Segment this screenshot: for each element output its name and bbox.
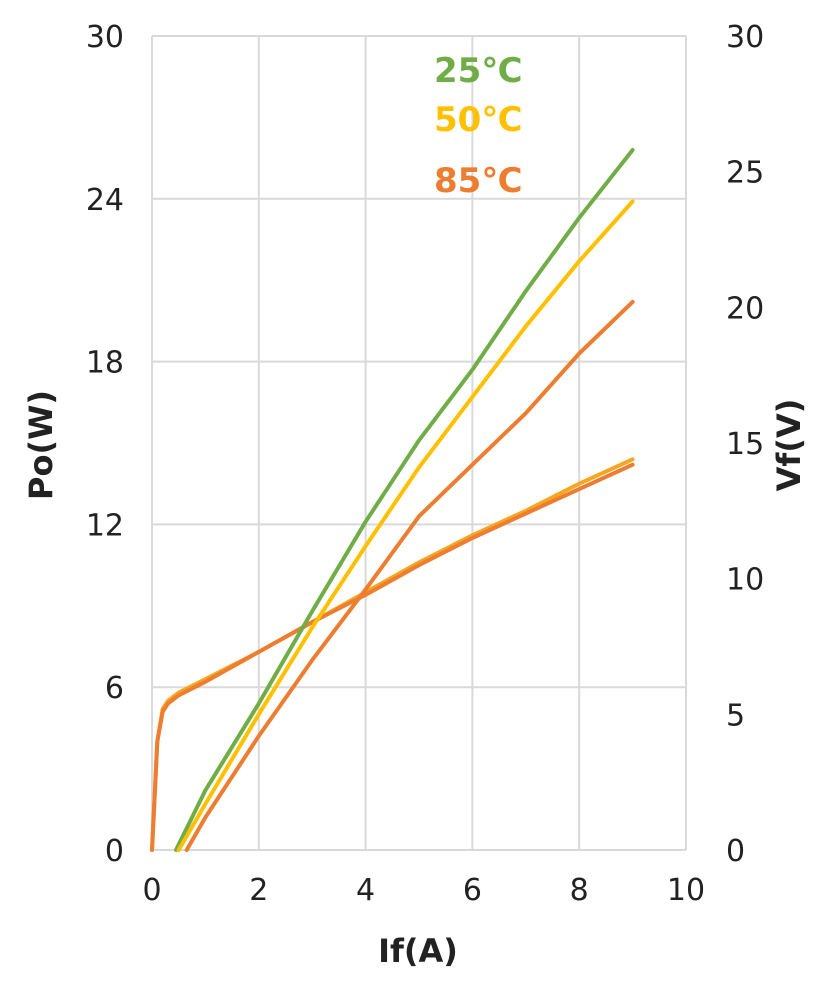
x-tick-label: 10: [667, 873, 705, 908]
legend-item-85c: 85℃: [434, 161, 523, 201]
x-tick-label: 6: [463, 873, 482, 908]
x-axis-title: If(A): [378, 932, 458, 970]
x-axis-ticks: 0 2 4 6 8 10: [142, 873, 705, 908]
y-tick-label: 6: [105, 671, 124, 706]
y-tick-label: 30: [86, 20, 124, 55]
y2-tick-label: 15: [726, 427, 764, 462]
x-tick-label: 2: [249, 873, 268, 908]
y2-tick-label: 5: [726, 698, 745, 733]
y2-tick-label: 25: [726, 156, 764, 191]
grid-lines: [151, 35, 687, 851]
y-tick-label: 0: [105, 834, 124, 869]
y2-axis-title: Vf(V): [770, 399, 808, 492]
legend-item-25c: 25℃: [434, 51, 523, 91]
y-tick-label: 24: [86, 183, 124, 218]
x-tick-label: 4: [356, 873, 375, 908]
y2-tick-label: 30: [726, 20, 764, 55]
x-tick-label: 0: [142, 873, 161, 908]
series-line-25-: [174, 148, 635, 852]
series-line-50-: [176, 199, 635, 852]
legend: 25℃ 50℃ 85℃: [434, 51, 523, 201]
y2-tick-label: 10: [726, 563, 764, 598]
y2-tick-label: 20: [726, 291, 764, 326]
series-line-vf-85-: [150, 462, 635, 852]
right-axis-ticks: 0 5 10 15 20 25 30: [726, 20, 764, 869]
y2-tick-label: 0: [726, 834, 745, 869]
x-tick-label: 8: [570, 873, 589, 908]
legend-item-50c: 50℃: [434, 100, 523, 140]
y-axis-title: Po(W): [22, 390, 60, 500]
y-tick-label: 12: [86, 508, 124, 543]
y-tick-label: 18: [86, 346, 124, 381]
left-axis-ticks: 0 6 12 18 24 30: [86, 20, 124, 869]
series-lines: [150, 148, 635, 852]
series-line-85-: [184, 299, 635, 852]
